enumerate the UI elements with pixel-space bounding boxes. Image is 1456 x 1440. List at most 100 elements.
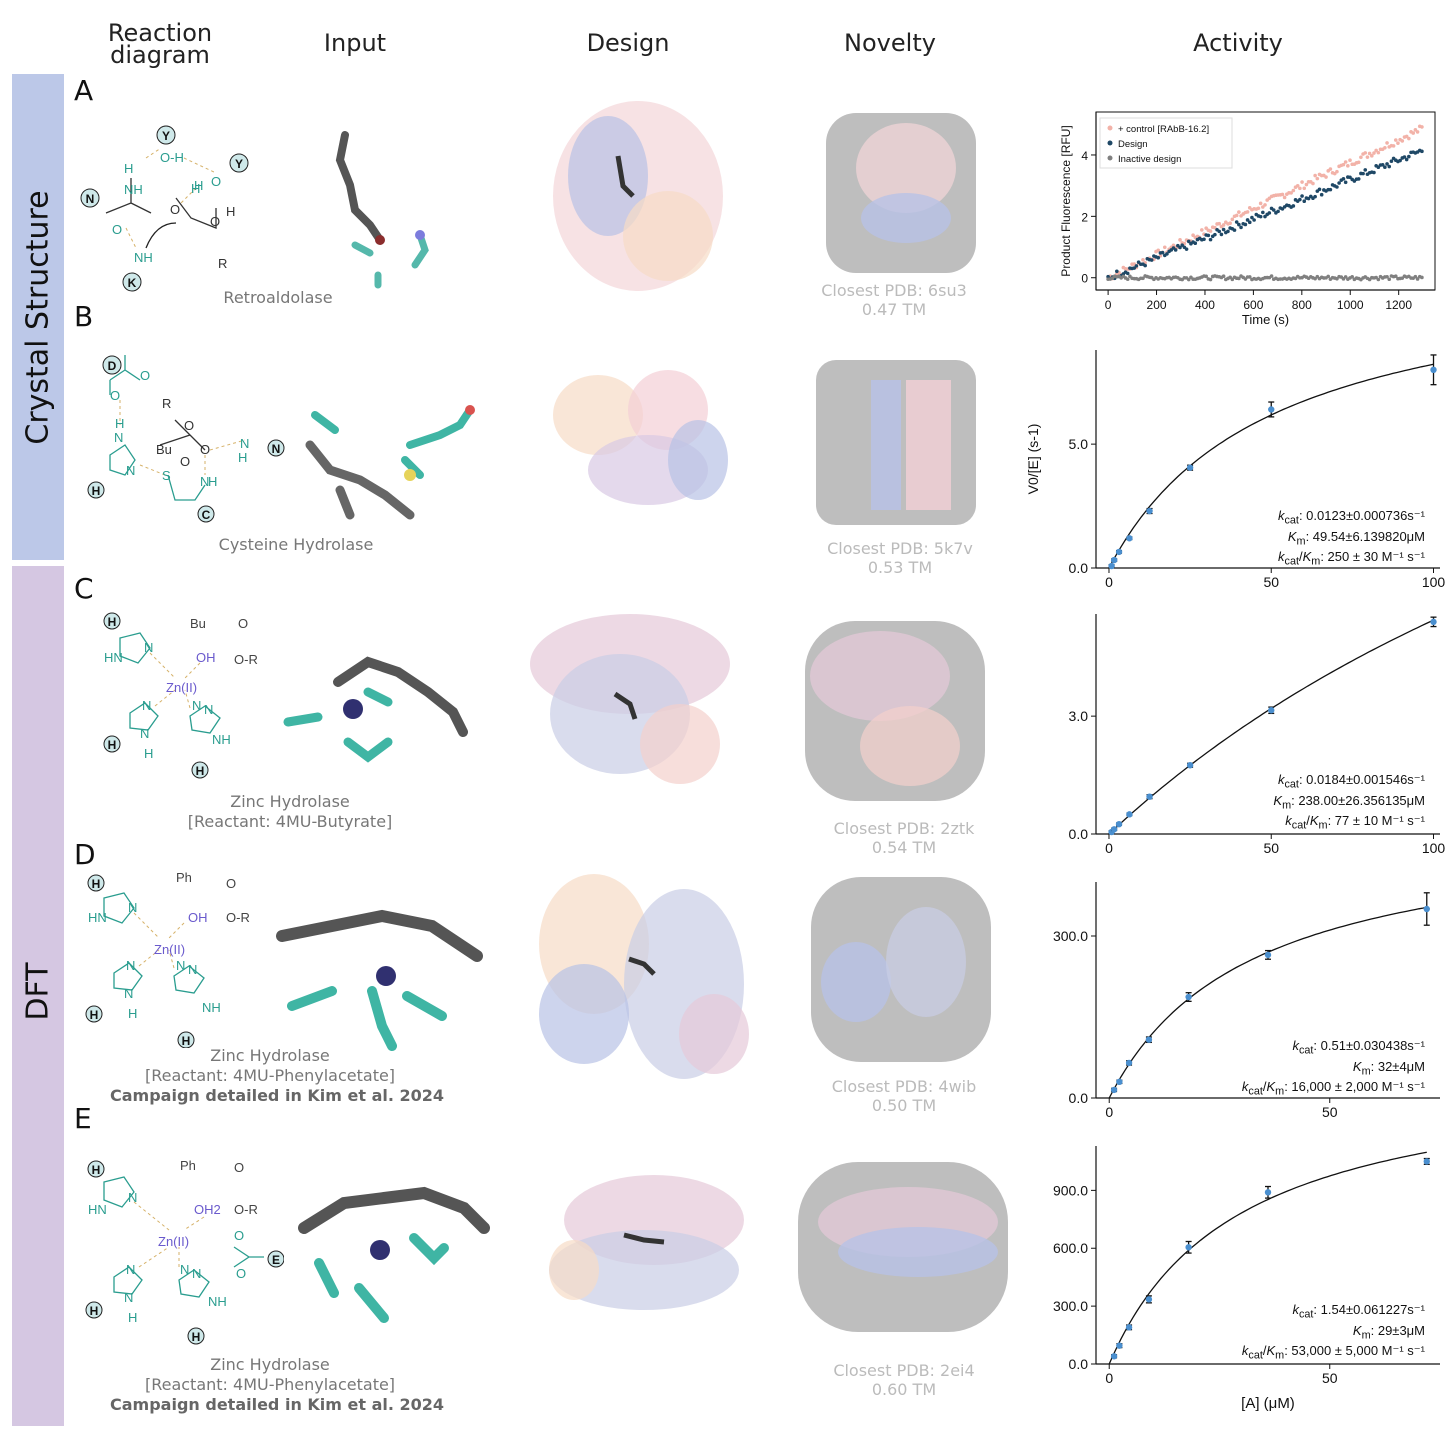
data-point-3 [1247,275,1252,279]
data-point-1 [1341,162,1346,167]
data-point-2 [1221,227,1226,232]
data-point-1 [1367,151,1372,156]
kinetics-b-kcat: kcat: 0.0123±0.000736s⁻¹ [1278,508,1425,527]
y-tick-label: 600.0 [1053,1240,1088,1256]
data-point [1430,618,1437,626]
y-tick-label: 0 [1081,272,1088,286]
y-tick-label: 0.0 [1069,1356,1089,1372]
data-point-1 [1217,221,1222,226]
data-point-1 [1289,191,1293,195]
caption-c-line1: Zinc Hydrolase [230,792,350,811]
data-point-1 [1348,158,1352,163]
legend-marker [1107,140,1113,146]
reaction-diagram-b: D O O H N H R Bu O O O H N N N S N H C [87,355,285,523]
reaction-e-his1 [103,1176,135,1208]
data-point-2 [1343,180,1348,185]
reaction-c-label-9: N [140,726,149,741]
data-point-2 [1389,159,1394,164]
data-point [1115,820,1123,828]
data-point [1115,548,1123,556]
reaction-c-label-1: HN [104,650,123,665]
data-point-3 [1343,275,1348,279]
data-point-2 [1313,194,1317,199]
reaction-diagram-d: H HN N Ph O OH O-R Zn(II) N N H N H N NH… [85,870,250,1048]
residue-badge-k [122,272,142,292]
crystal-structure-band [12,74,64,560]
column-header-reaction: Reaction diagram [107,19,213,69]
data-point-2 [1186,239,1191,244]
reaction-e-label-14: N [180,1262,189,1277]
kinetics-e: kcat: 1.54±0.061227s⁻¹ Km: 29±3μM kcat/K… [1180,1302,1425,1364]
y-tick-label: 3.0 [1069,708,1089,724]
reaction-a-label-n: N [86,192,95,206]
kinetics-d-kcat: kcat: 0.51±0.030438s⁻¹ [1292,1038,1425,1057]
column-header-activity: Activity [1193,29,1283,57]
x-tick-label: 50 [1322,1370,1338,1386]
crystal-structure-label: Crystal Structure [20,190,56,445]
data-point-2 [1232,228,1237,232]
y-tick-label: 300.0 [1053,1298,1088,1314]
data-point-2 [1149,258,1154,262]
data-point-1 [1343,160,1348,164]
data-point-1 [1256,206,1261,211]
residue-badge-h-d3 [177,1031,195,1048]
residue-badge-h-e2 [85,1301,103,1319]
novelty-caption-d: Closest PDB: 4wib 0.50 TM [804,1077,1004,1115]
caption-b: Cysteine Hydrolase [218,535,374,554]
reaction-c-label-4: O [238,616,248,631]
data-point-2 [1143,263,1147,268]
reaction-b-asp [109,355,141,395]
input-molecule-b [305,405,475,520]
kinetics-e-kcatkm: kcat/Km: 53,000 ± 5,000 M⁻¹ s⁻¹ [1241,1343,1425,1362]
reaction-b-his [109,444,136,476]
reaction-a-label-12: NH [134,250,153,265]
caption-e-line3: Campaign detailed in Kim et al. 2024 [110,1395,445,1414]
data-point-2 [1156,255,1161,260]
input-molecule-d [276,909,483,1051]
data-point [1145,1296,1153,1303]
data-point-1 [1391,144,1396,148]
data-point [1108,562,1115,570]
kinetics-c: kcat: 0.0184±0.001546s⁻¹ Km: 238.00±26.3… [1180,772,1425,834]
data-point-2 [1383,165,1387,169]
panel-letter-c: C [74,572,94,605]
reaction-d-label-11: N [176,958,185,973]
reaction-b-label-10: O [200,442,210,457]
data-point [1110,1353,1118,1360]
dft-band [12,566,64,1426]
reaction-e-label-11: N [126,1262,135,1277]
data-point-1 [1311,181,1315,186]
data-point-2 [1217,229,1222,234]
x-tick-label: 100 [1422,840,1446,856]
legend-marker [1107,125,1113,131]
data-point-2 [1319,192,1324,197]
caption-e-line2: [Reactant: 4MU-Phenylacetate] [144,1375,396,1394]
reaction-c-label-7: Zn(II) [166,680,197,695]
data-point-1 [1191,233,1195,238]
data-point [1126,535,1133,542]
novelty-structure-c [805,621,985,801]
reaction-e-label-6: O-R [234,1202,258,1217]
data-point-2 [1276,209,1280,214]
data-point-2 [1184,247,1189,251]
data-point-3 [1208,277,1213,282]
reaction-d-label-2: N [128,900,137,915]
chart-d: 0 50 0.0 300.0 [1053,882,1440,1120]
data-point-2 [1208,237,1213,242]
chart-b: 0 50 100 0.0 5.0 V0/[E] (s-1) [1025,350,1445,590]
data-point-1 [1359,155,1363,160]
novelty-structure-b [816,360,976,525]
y-tick-label: 0.0 [1069,1090,1089,1106]
reaction-e-label-10: E [272,1253,280,1267]
data-point [1430,366,1437,374]
tm-score-c: 0.54 TM [871,838,937,857]
data-point-1 [1258,201,1263,206]
residue-badge-c [197,505,215,523]
tm-score-a: 0.47 TM [861,300,927,319]
data-point-2 [1300,194,1304,198]
closest-pdb-e: Closest PDB: 2ei4 [833,1361,975,1380]
data-point-2 [1173,248,1178,252]
data-point-2 [1317,187,1322,192]
data-point [1268,406,1275,413]
data-point-1 [1234,213,1239,218]
